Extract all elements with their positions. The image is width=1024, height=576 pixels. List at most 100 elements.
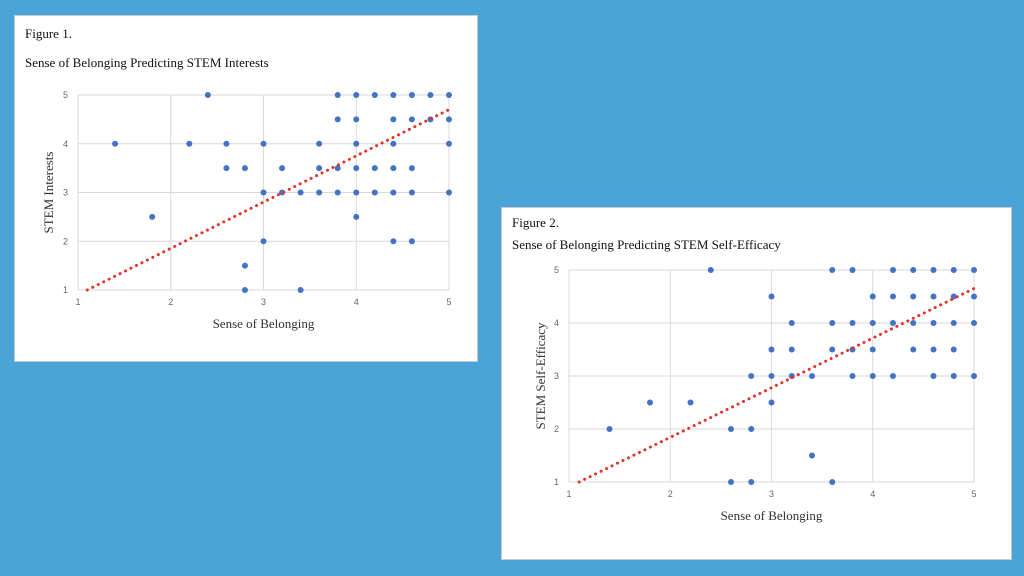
data-point — [869, 346, 876, 353]
data-point — [869, 320, 876, 326]
data-point — [334, 92, 341, 98]
x-tick-label: 3 — [769, 489, 774, 499]
data-point — [849, 320, 856, 326]
data-point — [390, 92, 397, 98]
data-point — [950, 346, 957, 353]
data-point — [829, 267, 836, 273]
figure-2-chart: 1 2 3 4 5 1 2 3 4 5 Sense of Belonging STEM Self-Ef… — [533, 265, 977, 523]
x-tick-label: 1 — [566, 489, 571, 499]
data-point — [687, 399, 694, 406]
figure-1-chart: 1 2 3 4 5 1 2 3 4 5 Sense of Belonging STEM Interes… — [41, 90, 452, 331]
y-tick-label: 1 — [554, 477, 559, 487]
data-point — [788, 346, 795, 353]
data-point — [930, 293, 937, 300]
y-tick-label: 4 — [554, 318, 559, 328]
data-point — [316, 165, 323, 172]
data-point — [297, 287, 304, 293]
data-point — [297, 189, 304, 196]
data-point — [390, 140, 397, 147]
data-point — [606, 426, 613, 432]
x-tick-label: 2 — [668, 489, 673, 499]
y-tick-label: 5 — [63, 90, 68, 100]
data-point — [408, 116, 415, 123]
y-tick-label: 2 — [554, 424, 559, 434]
data-point — [241, 287, 248, 293]
data-point — [241, 262, 248, 269]
y-axis-label: STEM Self-Efficacy — [533, 322, 548, 429]
y-tick-label: 4 — [63, 139, 68, 149]
data-point — [890, 320, 896, 326]
data-point — [390, 165, 397, 172]
data-point — [890, 293, 896, 300]
data-point — [829, 320, 836, 326]
data-point — [334, 116, 341, 123]
y-tick-label: 2 — [63, 236, 68, 246]
data-point — [223, 165, 230, 172]
data-point — [950, 267, 957, 273]
trendline — [577, 287, 976, 484]
y-tick-label: 5 — [554, 265, 559, 275]
figure-2-panel: Figure 2. Sense of Belonging Predicting … — [501, 207, 1012, 560]
x-tick-label: 5 — [446, 297, 451, 307]
y-axis-label: STEM Interests — [41, 152, 56, 234]
data-point — [408, 189, 415, 196]
data-point — [353, 165, 360, 172]
data-point — [408, 238, 415, 245]
data-point — [910, 346, 917, 353]
data-point — [390, 116, 397, 123]
data-point — [707, 267, 714, 273]
data-point — [809, 373, 815, 379]
data-point — [748, 373, 755, 379]
data-point — [971, 373, 977, 379]
data-point — [647, 399, 653, 406]
data-point — [353, 116, 360, 123]
data-point — [849, 267, 856, 273]
data-point — [353, 92, 360, 98]
data-point — [768, 346, 775, 353]
trendline — [85, 108, 451, 292]
data-point — [241, 165, 248, 172]
data-point — [446, 92, 452, 98]
data-point — [371, 92, 378, 98]
data-point — [223, 140, 230, 147]
data-point — [427, 92, 434, 98]
x-tick-label: 4 — [870, 489, 875, 499]
data-point — [829, 346, 836, 353]
data-point — [910, 293, 917, 300]
data-point — [334, 189, 341, 196]
data-point — [768, 373, 775, 379]
data-point — [869, 373, 876, 379]
data-point — [353, 140, 360, 147]
data-point — [788, 320, 795, 326]
data-point — [971, 267, 977, 273]
data-point — [390, 238, 397, 245]
data-point — [149, 213, 156, 220]
data-point — [910, 267, 917, 273]
data-point — [446, 116, 452, 123]
data-point — [260, 189, 267, 196]
data-point — [950, 373, 957, 379]
data-point — [316, 189, 323, 196]
x-tick-label: 4 — [354, 297, 359, 307]
data-point — [748, 426, 755, 432]
data-point — [890, 373, 896, 379]
data-point — [408, 165, 415, 172]
y-tick-label: 1 — [63, 285, 68, 295]
y-tick-label: 3 — [554, 371, 559, 381]
x-tick-label: 3 — [261, 297, 266, 307]
figure-1-label: Figure 1. — [25, 26, 72, 41]
x-axis-label: Sense of Belonging — [721, 508, 823, 523]
data-point — [971, 293, 977, 300]
data-point — [446, 140, 452, 147]
data-point — [446, 189, 452, 196]
figure-1-title: Sense of Belonging Predicting STEM Inter… — [25, 55, 269, 70]
data-point — [204, 92, 211, 98]
data-point — [950, 293, 957, 300]
data-point — [390, 189, 397, 196]
data-point — [849, 373, 856, 379]
figure-2-title: Sense of Belonging Predicting STEM Self-… — [512, 237, 781, 252]
data-point — [728, 479, 734, 485]
y-tick-label: 3 — [63, 188, 68, 198]
data-point — [768, 399, 775, 406]
data-point — [910, 320, 917, 326]
